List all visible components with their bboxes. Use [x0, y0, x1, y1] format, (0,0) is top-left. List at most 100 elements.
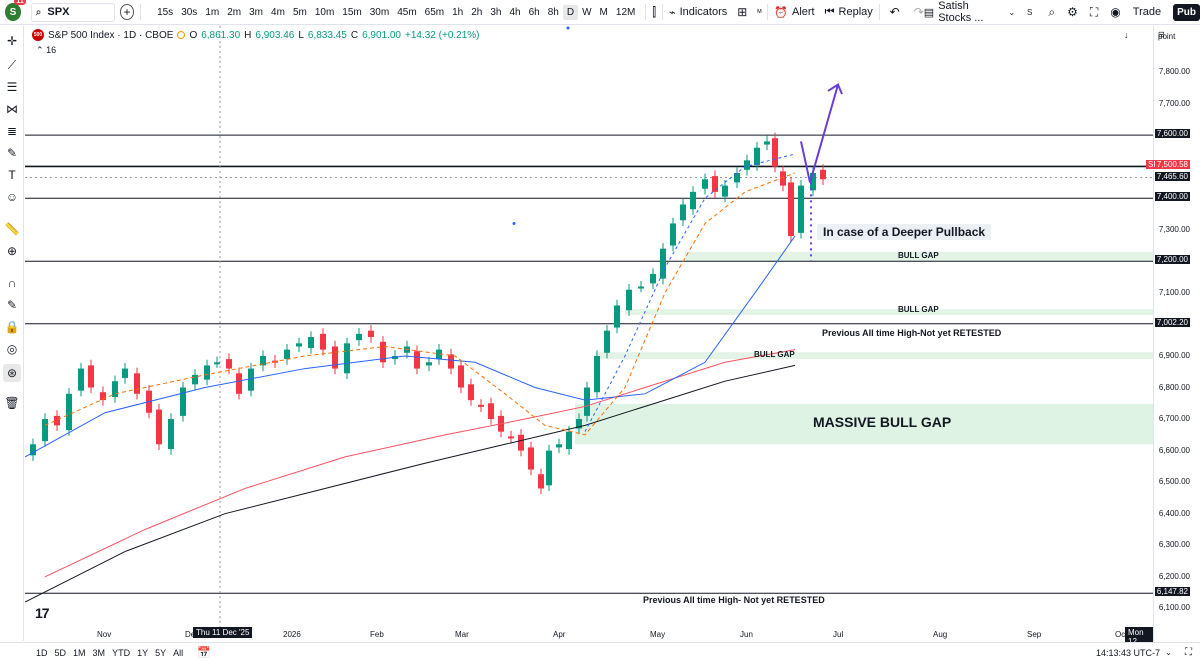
- crosshair-icon[interactable]: ✛: [6, 34, 18, 48]
- interval-3h[interactable]: 3h: [490, 6, 502, 18]
- interval-1h[interactable]: 1h: [452, 6, 464, 18]
- interval-4m[interactable]: 4m: [271, 6, 285, 18]
- interval-45m[interactable]: 45m: [397, 6, 417, 18]
- m-icon[interactable]: ᴹ: [757, 7, 762, 17]
- chevron-down-icon[interactable]: ⌄: [1165, 648, 1172, 657]
- candle-style-icon[interactable]: ⫿: [652, 4, 657, 19]
- time-axis[interactable]: Nov Dec 2026 Feb Mar Apr May Jun Jul Aug Sep Oc Thu …: [25, 626, 1153, 647]
- replay-button[interactable]: ⏮ Replay: [825, 6, 873, 19]
- price-tick-label: 6,700.00: [1158, 414, 1190, 424]
- interval-8h[interactable]: 8h: [547, 6, 559, 18]
- market-status-icon: [177, 31, 186, 39]
- price-tick-label: 6,200.00: [1158, 571, 1190, 581]
- date-tick-label: Apr: [553, 630, 566, 639]
- range-1y[interactable]: 1Y: [137, 647, 149, 658]
- annotation-bull-gap-3[interactable]: BULL GAP: [754, 350, 795, 359]
- indicators-button[interactable]: ⌁ Indicators: [669, 6, 727, 19]
- interval-15m[interactable]: 15m: [342, 6, 362, 18]
- range-3m[interactable]: 3M: [92, 647, 106, 658]
- alert-button[interactable]: ⏰ Alert: [774, 6, 814, 19]
- tradingview-logo[interactable]: 17: [35, 605, 50, 621]
- interval-D[interactable]: D: [562, 4, 579, 20]
- legend-title[interactable]: S&P 500 Index · 1D · CBOE: [48, 29, 174, 41]
- user-avatar[interactable]: S 11: [5, 0, 26, 21]
- interval-5m[interactable]: 5m: [292, 6, 307, 18]
- fullscreen-toggle-icon[interactable]: ⛶: [1185, 647, 1192, 658]
- trade-button[interactable]: Trade: [1132, 6, 1162, 18]
- download-arrow-icon[interactable]: ↓: [1124, 30, 1129, 40]
- eye-icon[interactable]: ◎: [6, 342, 18, 356]
- lock-drawing-icon[interactable]: ✎: [6, 298, 18, 312]
- interval-1m[interactable]: 1m: [205, 6, 220, 18]
- candle-body: [670, 223, 676, 246]
- interval-2h[interactable]: 2h: [471, 6, 483, 18]
- fib-retracement-icon[interactable]: ≣: [6, 124, 18, 138]
- interval-2m[interactable]: 2m: [227, 6, 242, 18]
- interval-12M[interactable]: 12M: [615, 6, 636, 18]
- layout-letter[interactable]: S: [1027, 7, 1033, 17]
- layout-menu[interactable]: ▤ Satish Stocks ... ⌄: [924, 0, 1015, 24]
- compare-symbol-button[interactable]: +: [119, 4, 135, 20]
- publish-button[interactable]: Pub: [1173, 3, 1200, 21]
- candle-body: [556, 444, 562, 448]
- search-icon[interactable]: ⌕: [1048, 4, 1056, 19]
- brush-icon[interactable]: ✎: [6, 146, 18, 160]
- interval-10m[interactable]: 10m: [314, 6, 335, 18]
- range-5d[interactable]: 5D: [54, 647, 67, 658]
- divider: [878, 4, 880, 20]
- price-chart[interactable]: [25, 26, 1153, 641]
- interval-W[interactable]: W: [582, 6, 592, 18]
- candle-body: [488, 403, 494, 420]
- interval-65m[interactable]: 65m: [424, 6, 445, 18]
- ruler-icon[interactable]: 📏: [4, 222, 20, 236]
- candle-body: [680, 204, 686, 221]
- text-tool-icon[interactable]: T: [8, 168, 16, 182]
- interval-15s[interactable]: 15s: [157, 6, 174, 18]
- candle-body: [368, 330, 374, 338]
- indicator-toggle[interactable]: ⌃ 16: [36, 45, 56, 56]
- scale-mode-icon[interactable]: ⊟: [1158, 30, 1165, 39]
- interval-30s[interactable]: 30s: [181, 6, 198, 18]
- settings-gear-icon[interactable]: ⚙: [1067, 5, 1078, 19]
- horizontal-lines-icon[interactable]: ☰: [6, 80, 18, 94]
- range-1m[interactable]: 1M: [73, 647, 86, 658]
- candle-body: [660, 248, 666, 279]
- undo-icon[interactable]: ↶: [889, 5, 900, 19]
- interval-4h[interactable]: 4h: [509, 6, 521, 18]
- symbol-search[interactable]: ⌕ SPX: [30, 2, 115, 22]
- interval-3m[interactable]: 3m: [249, 6, 264, 18]
- annotation-deeper-pullback[interactable]: In case of a Deeper Pullback: [817, 224, 992, 240]
- object-tree-icon[interactable]: ⊛: [3, 364, 21, 382]
- candle-body: [426, 362, 432, 366]
- date-range-calendar-icon[interactable]: 📅: [197, 647, 211, 659]
- candle-body: [112, 381, 118, 397]
- annotation-prev-ath-2[interactable]: Previous All time High- Not yet RETESTED: [643, 595, 825, 605]
- interval-6h[interactable]: 6h: [528, 6, 540, 18]
- range-ytd[interactable]: YTD: [112, 647, 131, 658]
- candle-body: [566, 431, 572, 450]
- zoom-in-icon[interactable]: ⊕: [6, 244, 18, 258]
- fullscreen-icon[interactable]: ⛶: [1089, 4, 1099, 19]
- price-axis[interactable]: ⊟ point 7,800.00 7,700.00 7,300.00 7,100.00…: [1145, 26, 1200, 641]
- range-all[interactable]: All: [173, 647, 184, 658]
- templates-icon[interactable]: ⊞: [737, 5, 748, 19]
- sp500-logo-icon: 500: [32, 29, 44, 41]
- clock-readout[interactable]: 14:13:43 UTC-7: [1095, 647, 1160, 658]
- emoji-icon[interactable]: ☺: [5, 190, 19, 204]
- annotation-bull-gap-1[interactable]: BULL GAP: [898, 251, 939, 260]
- interval-30m[interactable]: 30m: [369, 6, 390, 18]
- redo-icon[interactable]: ↷: [913, 5, 924, 19]
- trash-icon[interactable]: 🗑: [4, 396, 20, 410]
- range-1d[interactable]: 1D: [36, 647, 48, 658]
- pitchfork-icon[interactable]: ⋈: [6, 102, 18, 116]
- annotation-massive-bull-gap[interactable]: MASSIVE BULL GAP: [813, 414, 952, 430]
- lock-icon[interactable]: 🔒: [4, 320, 20, 334]
- magnet-icon[interactable]: ∩: [7, 276, 17, 290]
- scale-mode-label[interactable]: point: [1158, 32, 1176, 41]
- annotation-bull-gap-2[interactable]: BULL GAP: [898, 305, 939, 314]
- camera-icon[interactable]: ◉: [1110, 5, 1121, 19]
- trend-line-icon[interactable]: ⟋: [7, 57, 17, 72]
- range-5y[interactable]: 5Y: [155, 647, 167, 658]
- interval-M[interactable]: M: [599, 6, 608, 18]
- annotation-prev-ath-1[interactable]: Previous All time High-Not yet RETESTED: [822, 328, 1002, 338]
